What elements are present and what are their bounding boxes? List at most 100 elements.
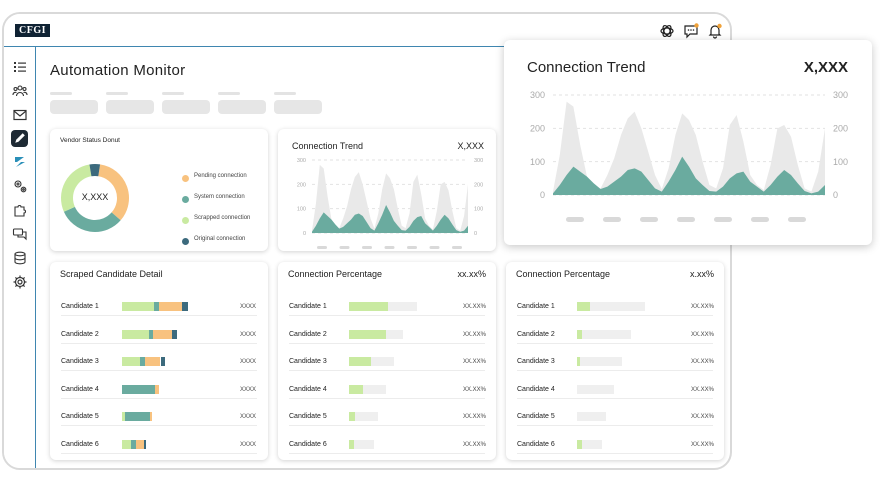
bar-segment[interactable]	[159, 302, 183, 311]
progress-fill[interactable]	[349, 384, 363, 394]
candidate-label: Candidate 6	[61, 440, 99, 448]
popup-total-value: X,XXX	[803, 59, 848, 76]
candidate-label: Candidate 5	[517, 413, 555, 420]
progress-track[interactable]	[577, 329, 631, 339]
mail-icon[interactable]	[12, 107, 28, 123]
candidate-label: Candidate 6	[289, 440, 327, 448]
bar-segment[interactable]	[150, 412, 153, 421]
stacked-bar[interactable]	[122, 357, 192, 366]
x-tick-placeholder	[452, 246, 462, 249]
bar-segment[interactable]	[152, 329, 172, 339]
row-divider	[61, 370, 257, 371]
logo[interactable]: CFGI	[15, 24, 50, 37]
bar-segment[interactable]	[122, 412, 125, 421]
brand-icon[interactable]	[12, 154, 28, 170]
progress-track[interactable]	[577, 412, 607, 421]
progress-track[interactable]	[577, 302, 645, 311]
stacked-bar[interactable]	[122, 302, 192, 311]
row-divider	[289, 397, 485, 399]
settings-icon[interactable]	[12, 274, 28, 290]
bar-segment[interactable]	[122, 357, 140, 366]
bar-segment[interactable]	[143, 439, 147, 449]
progress-track[interactable]	[349, 302, 417, 311]
progress-track[interactable]	[349, 329, 403, 339]
pen-icon[interactable]	[11, 130, 28, 147]
bar-segment[interactable]	[160, 357, 166, 366]
y-tick-label: 0	[540, 190, 545, 200]
progress-fill[interactable]	[349, 412, 356, 421]
bar-segment[interactable]	[122, 439, 132, 449]
progress-fill[interactable]	[349, 302, 389, 311]
bar-segment[interactable]	[182, 302, 188, 311]
donut-segment[interactable]	[63, 206, 121, 232]
progress-fill[interactable]	[577, 439, 583, 449]
trend-popup-chart: 300 300 200 200 100 100 0 0	[530, 90, 848, 222]
bar-segment[interactable]	[131, 439, 136, 449]
bar-segment[interactable]	[124, 412, 150, 421]
bar-segment[interactable]	[122, 302, 154, 311]
candidate-label: Candidate 2	[61, 330, 99, 338]
y-tick-label: 200	[297, 182, 306, 188]
progress-track[interactable]	[577, 384, 614, 394]
bar-segment[interactable]	[148, 329, 153, 339]
x-tick-placeholder	[339, 246, 350, 249]
x-tick-placeholder	[788, 217, 806, 222]
candidate-percentage: XX.XX%	[691, 331, 715, 338]
chat-icon[interactable]	[683, 23, 699, 39]
filter-label-placeholder	[162, 92, 184, 95]
progress-track[interactable]	[349, 412, 379, 421]
row-divider	[517, 342, 713, 344]
area-series-background[interactable]	[312, 164, 468, 233]
stacked-bar[interactable]	[122, 329, 192, 339]
x-tick-placeholder	[677, 217, 695, 222]
x-tick-placeholder	[603, 217, 621, 222]
progress-track[interactable]	[577, 357, 622, 366]
area-series-background[interactable]	[553, 101, 825, 195]
progress-fill[interactable]	[577, 302, 590, 311]
progress-fill[interactable]	[349, 329, 386, 339]
stacked-bar[interactable]	[122, 412, 192, 421]
stacked-bar[interactable]	[122, 439, 192, 449]
donut-segment[interactable]	[61, 164, 92, 212]
bar-segment[interactable]	[171, 329, 177, 339]
bar-segment[interactable]	[122, 384, 155, 394]
progress-track[interactable]	[349, 384, 386, 394]
candidate-percentage: XX.XX%	[691, 304, 715, 310]
filter-placeholder[interactable]	[162, 100, 210, 114]
gears-icon[interactable]	[12, 178, 28, 194]
list-icon[interactable]	[12, 59, 28, 75]
puzzle-icon[interactable]	[12, 202, 28, 218]
donut-segment[interactable]	[97, 164, 129, 221]
filter-placeholder[interactable]	[218, 100, 266, 114]
stacked-bar[interactable]	[122, 384, 192, 394]
popup-title: Connection Trend	[527, 59, 646, 76]
x-tick-placeholder	[384, 246, 395, 249]
filter-placeholder[interactable]	[106, 100, 154, 114]
area-series-foreground[interactable]	[312, 205, 468, 233]
bar-segment[interactable]	[136, 439, 144, 449]
bar-segment[interactable]	[122, 329, 149, 339]
bar-segment[interactable]	[154, 384, 160, 394]
messages-icon[interactable]	[12, 226, 28, 242]
y-tick-label-right: 200	[474, 182, 483, 188]
chatgpt-icon[interactable]	[659, 23, 675, 39]
candidate-percentage: XX.XX%	[463, 331, 487, 338]
database-icon[interactable]	[12, 250, 28, 266]
bar-segment[interactable]	[145, 357, 161, 366]
bar-segment[interactable]	[139, 357, 146, 366]
area-series-foreground[interactable]	[553, 156, 825, 195]
progress-track[interactable]	[349, 439, 375, 449]
progress-fill[interactable]	[577, 329, 582, 339]
filter-placeholder[interactable]	[274, 100, 322, 114]
donut-center-value: X,XXX	[81, 192, 109, 202]
progress-track[interactable]	[577, 439, 603, 449]
progress-track[interactable]	[349, 357, 394, 366]
users-icon[interactable]	[12, 83, 28, 99]
progress-fill[interactable]	[349, 439, 354, 449]
bell-icon[interactable]	[707, 23, 723, 39]
progress-fill[interactable]	[577, 357, 581, 366]
bar-segment[interactable]	[153, 302, 160, 311]
progress-fill[interactable]	[349, 357, 371, 366]
filter-placeholder[interactable]	[50, 100, 98, 114]
legend-swatch	[182, 217, 189, 224]
